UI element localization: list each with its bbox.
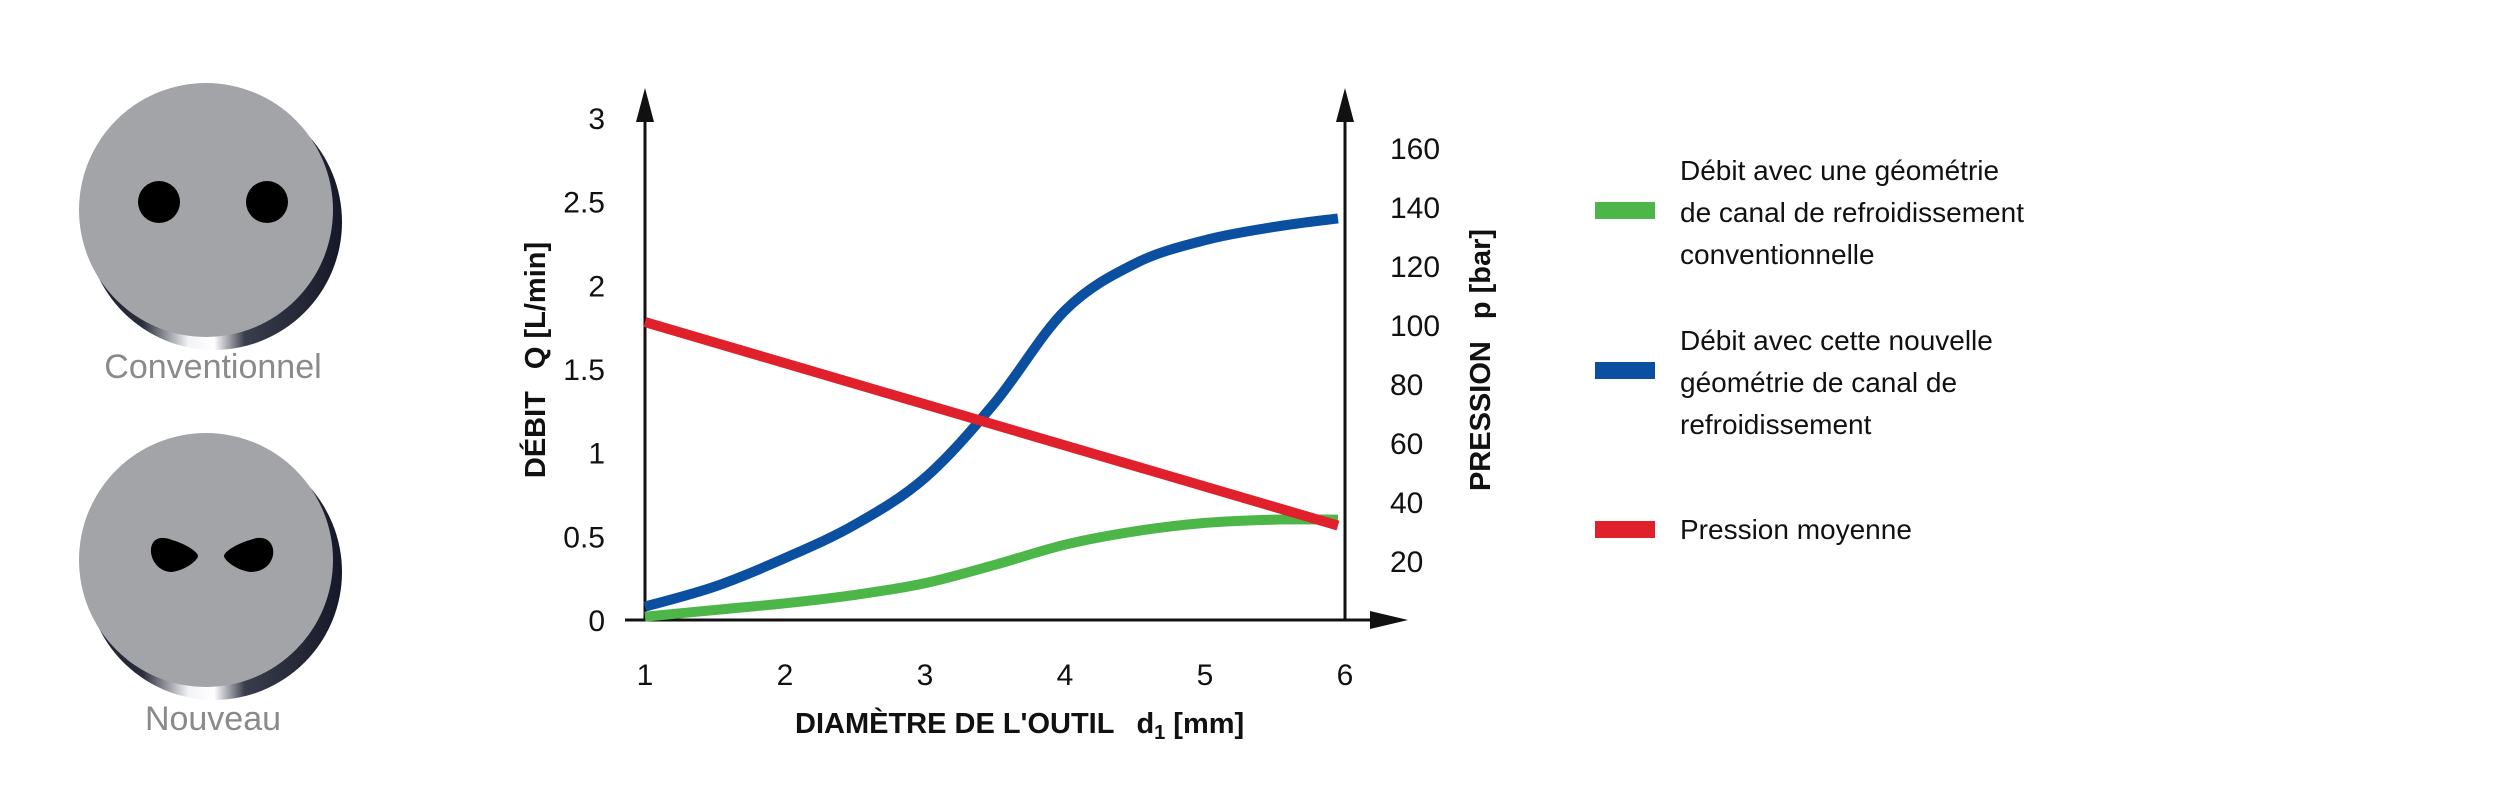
coolant-hole-right	[246, 181, 288, 223]
y-left-tick-label: 2	[588, 270, 605, 303]
coolant-hole-left	[150, 537, 198, 572]
legend-swatch-red	[1595, 521, 1655, 538]
x-tick-label: 5	[1197, 659, 1214, 692]
legend-line: refroidissement	[1680, 409, 1872, 440]
x-tick-label: 2	[777, 659, 794, 692]
legend-swatch-green	[1595, 202, 1655, 219]
y-right-tick-label: 160	[1390, 133, 1440, 166]
tool-conventional: Conventionnel	[79, 83, 342, 386]
legend-line: géométrie de canal de	[1680, 367, 1957, 398]
legend-line: Débit avec une géométrie	[1680, 155, 1999, 186]
y-right-tick-label: 100	[1390, 310, 1440, 343]
series-blue-line	[643, 213, 1339, 612]
coolant-hole-left	[138, 181, 180, 223]
y-right-tick-label: 20	[1390, 546, 1423, 579]
legend-line: conventionnelle	[1680, 239, 1875, 270]
y-right-axis-title: PRESSION p [bar]	[1465, 229, 1497, 491]
y-left-tick-label: 2.5	[563, 187, 605, 220]
y-left-axis-title-name: DÉBIT	[518, 391, 552, 478]
y-left-axis-title-unit: Q [L/min]	[520, 242, 552, 369]
series-layer	[643, 213, 1340, 622]
y-right-tick-label: 120	[1390, 251, 1440, 284]
x-tick-label: 3	[917, 659, 934, 692]
legend-swatch-blue	[1595, 362, 1655, 379]
y-right-tick-labels: 20 40 60 80 100 120 140 160	[1390, 133, 1440, 579]
tool-label-new: Nouveau	[145, 700, 281, 738]
x-axis-title-subscript: 1	[1154, 722, 1165, 744]
y-right-tick-label: 80	[1390, 369, 1423, 402]
axes	[625, 88, 1408, 629]
x-tick-label: 1	[637, 659, 654, 692]
y-axis-right-arrow	[1336, 88, 1354, 122]
x-tick-labels: 1 2 3 4 5 6	[637, 659, 1354, 692]
y-left-axis-title: DÉBIT Q [L/min]	[518, 242, 552, 478]
y-right-axis-title-unit: p [bar]	[1465, 229, 1497, 319]
legend-item-green: Débit avec une géométrie de canal de ref…	[1595, 155, 2032, 270]
y-left-tick-label: 1.5	[563, 354, 605, 387]
disc-face	[79, 83, 333, 337]
y-axis-left-arrow	[636, 88, 654, 122]
coolant-hole-right	[224, 537, 274, 572]
legend-line: Pression moyenne	[1680, 514, 1912, 545]
legend-line: de canal de refroidissement	[1680, 197, 2024, 228]
x-tick-label: 4	[1057, 659, 1074, 692]
x-axis-title-symbol: d	[1136, 708, 1154, 740]
legend-item-red: Pression moyenne	[1595, 514, 1912, 545]
y-right-tick-label: 40	[1390, 487, 1423, 520]
legend-text-green: Débit avec une géométrie de canal de ref…	[1680, 155, 2032, 270]
y-left-tick-label: 3	[588, 103, 605, 136]
x-axis-title-main: DIAMÈTRE DE L'OUTIL	[795, 706, 1114, 740]
y-left-tick-label: 0.5	[563, 521, 605, 554]
y-right-axis-title-name: PRESSION	[1465, 341, 1497, 491]
legend-item-blue: Débit avec cette nouvelle géométrie de c…	[1595, 325, 2001, 440]
x-axis-arrow	[1370, 611, 1408, 629]
x-tick-label: 6	[1337, 659, 1354, 692]
x-axis-title-unit: [mm]	[1173, 708, 1244, 740]
series-red-line	[643, 317, 1340, 531]
y-left-tick-labels: 0 0.5 1 1.5 2 2.5 3	[563, 103, 605, 638]
legend-text-blue: Débit avec cette nouvelle géométrie de c…	[1680, 325, 2001, 440]
legend: Débit avec une géométrie de canal de ref…	[1595, 155, 2032, 545]
tool-new: Nouveau	[79, 433, 342, 738]
x-axis-title: DIAMÈTRE DE L'OUTIL d1 [mm]	[795, 706, 1244, 744]
legend-text-red: Pression moyenne	[1680, 514, 1912, 545]
disc-face	[79, 433, 333, 687]
y-left-tick-label: 1	[588, 438, 605, 471]
series-green-line	[644, 514, 1339, 622]
legend-line: Débit avec cette nouvelle	[1680, 325, 1993, 356]
tool-label-conventional: Conventionnel	[104, 348, 321, 386]
y-right-tick-label: 60	[1390, 428, 1423, 461]
y-right-tick-label: 140	[1390, 192, 1440, 225]
y-left-tick-label: 0	[588, 605, 605, 638]
